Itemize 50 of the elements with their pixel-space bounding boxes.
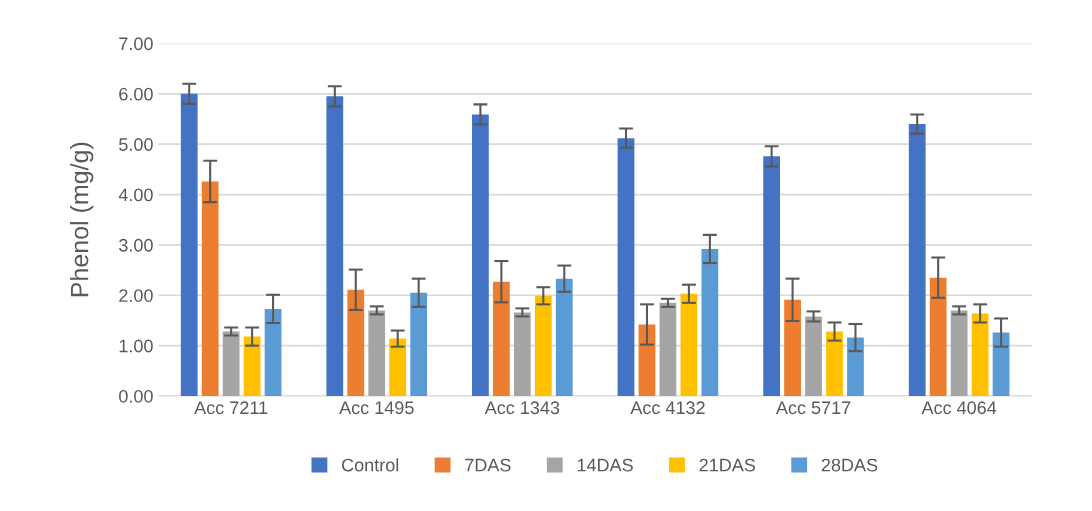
bar — [326, 96, 344, 397]
legend-label: 21DAS — [699, 458, 756, 472]
x-tick-label: Acc 5717 — [775, 401, 851, 415]
y-tick-label: 0.00 — [119, 389, 153, 403]
y-tick-label: 2.00 — [119, 289, 153, 303]
bar — [784, 299, 801, 397]
legend-label: 7DAS — [465, 458, 511, 472]
bar — [908, 124, 926, 397]
x-tick-label: Acc 1343 — [484, 401, 560, 415]
bar — [180, 93, 198, 397]
bar — [389, 338, 407, 397]
x-tick-label: Acc 7211 — [194, 401, 268, 415]
bar — [847, 337, 864, 397]
bar — [617, 138, 635, 397]
y-tick-label: 4.00 — [118, 188, 153, 202]
bar — [555, 278, 573, 397]
bar — [659, 302, 677, 397]
bar — [763, 156, 780, 397]
y-tick-label: 6.00 — [119, 87, 153, 101]
bar — [368, 310, 386, 397]
bar — [347, 289, 365, 397]
x-tick-label: Acc 4132 — [630, 401, 705, 415]
x-tick-label: Acc 4064 — [921, 401, 997, 415]
bar — [971, 313, 989, 397]
y-tick-label: 3.00 — [119, 238, 153, 252]
bar — [513, 312, 531, 397]
bar — [472, 114, 489, 397]
bar — [638, 324, 656, 397]
legend-label: Control — [342, 458, 399, 472]
bar — [201, 181, 219, 397]
bar — [929, 277, 947, 397]
legend-label: 28DAS — [821, 458, 878, 472]
y-tick-label: 5.00 — [119, 138, 153, 151]
legend-label: 14DAS — [577, 458, 633, 472]
y-tick-label: 7.00 — [119, 37, 153, 51]
bar — [950, 310, 968, 397]
bar — [243, 336, 261, 397]
y-axis-title: Phenol (mg/g) — [70, 142, 94, 297]
bar — [826, 331, 843, 397]
bar — [680, 293, 698, 397]
bar — [492, 281, 510, 397]
bar — [805, 316, 822, 397]
y-tick-label: 1.00 — [119, 339, 153, 353]
bar — [992, 332, 1010, 397]
bar — [701, 248, 719, 397]
x-tick-label: Acc 1495 — [339, 401, 414, 415]
bar — [264, 308, 282, 397]
bar — [410, 292, 428, 397]
bar — [222, 331, 240, 397]
bar — [534, 295, 552, 397]
